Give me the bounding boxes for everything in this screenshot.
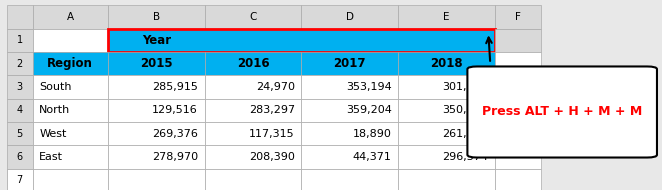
Bar: [108, 6, 205, 29]
Bar: [7, 99, 32, 122]
Bar: [301, 6, 398, 29]
Bar: [301, 145, 398, 169]
Bar: [398, 75, 495, 99]
Bar: [495, 52, 541, 75]
Bar: [301, 52, 398, 75]
Text: E: E: [444, 12, 449, 22]
Bar: [108, 29, 495, 52]
Bar: [7, 29, 32, 52]
Text: A: A: [67, 12, 74, 22]
Text: 261,275: 261,275: [442, 129, 489, 139]
Text: 359,204: 359,204: [346, 105, 391, 115]
FancyBboxPatch shape: [467, 66, 657, 158]
Text: 301,782: 301,782: [442, 82, 489, 92]
Bar: [7, 75, 32, 99]
Bar: [108, 29, 495, 52]
Bar: [32, 122, 108, 145]
Text: 7: 7: [17, 175, 23, 185]
Bar: [205, 122, 301, 145]
Bar: [7, 122, 32, 145]
Text: West: West: [39, 129, 67, 139]
Text: F: F: [515, 12, 521, 22]
Bar: [398, 145, 495, 169]
Text: 117,315: 117,315: [249, 129, 295, 139]
Text: B: B: [153, 12, 160, 22]
Text: D: D: [346, 12, 354, 22]
Bar: [495, 169, 541, 190]
Bar: [495, 6, 541, 29]
Text: 283,297: 283,297: [249, 105, 295, 115]
Text: 1: 1: [17, 35, 23, 45]
Text: 44,371: 44,371: [353, 152, 391, 162]
Bar: [205, 52, 301, 75]
Bar: [7, 6, 32, 29]
Text: Press ALT + H + M + M: Press ALT + H + M + M: [482, 105, 642, 119]
Bar: [32, 6, 108, 29]
Bar: [108, 145, 205, 169]
Bar: [398, 6, 495, 29]
Bar: [205, 99, 301, 122]
Text: 3: 3: [17, 82, 23, 92]
Bar: [32, 99, 108, 122]
Bar: [301, 99, 398, 122]
Text: 5: 5: [17, 129, 23, 139]
Bar: [32, 145, 108, 169]
Bar: [7, 52, 32, 75]
Bar: [495, 99, 541, 122]
Text: 2015: 2015: [140, 57, 173, 70]
Text: 208,390: 208,390: [249, 152, 295, 162]
Text: 2018: 2018: [430, 57, 463, 70]
Bar: [32, 29, 108, 52]
Bar: [205, 75, 301, 99]
Text: C: C: [250, 12, 257, 22]
Text: 6: 6: [17, 152, 23, 162]
Bar: [108, 122, 205, 145]
Text: 24,970: 24,970: [256, 82, 295, 92]
Bar: [301, 75, 398, 99]
Bar: [205, 145, 301, 169]
Bar: [398, 169, 495, 190]
Bar: [398, 122, 495, 145]
Text: 2016: 2016: [237, 57, 269, 70]
Bar: [398, 52, 495, 75]
Bar: [7, 169, 32, 190]
Text: 2017: 2017: [334, 57, 366, 70]
Text: 296,374: 296,374: [442, 152, 489, 162]
Text: East: East: [39, 152, 64, 162]
Bar: [108, 75, 205, 99]
Bar: [32, 169, 108, 190]
Bar: [7, 169, 32, 190]
Text: 285,915: 285,915: [152, 82, 198, 92]
Bar: [108, 52, 205, 75]
Bar: [108, 99, 205, 122]
Bar: [205, 6, 301, 29]
Text: South: South: [39, 82, 71, 92]
Text: 18,890: 18,890: [353, 129, 391, 139]
Bar: [301, 169, 398, 190]
Bar: [205, 169, 301, 190]
Bar: [495, 75, 541, 99]
Text: Region: Region: [48, 57, 93, 70]
Text: 269,376: 269,376: [152, 129, 198, 139]
Bar: [495, 29, 541, 52]
Text: Year: Year: [142, 34, 171, 47]
Text: 350,975: 350,975: [443, 105, 489, 115]
Bar: [7, 145, 32, 169]
Bar: [495, 145, 541, 169]
Bar: [32, 75, 108, 99]
Text: 4: 4: [17, 105, 23, 115]
Bar: [108, 169, 205, 190]
Text: 2: 2: [17, 59, 23, 69]
Text: 353,194: 353,194: [346, 82, 391, 92]
Bar: [398, 99, 495, 122]
Text: 278,970: 278,970: [152, 152, 198, 162]
Text: 129,516: 129,516: [152, 105, 198, 115]
Bar: [32, 52, 108, 75]
Bar: [495, 122, 541, 145]
Text: North: North: [39, 105, 70, 115]
Bar: [301, 122, 398, 145]
